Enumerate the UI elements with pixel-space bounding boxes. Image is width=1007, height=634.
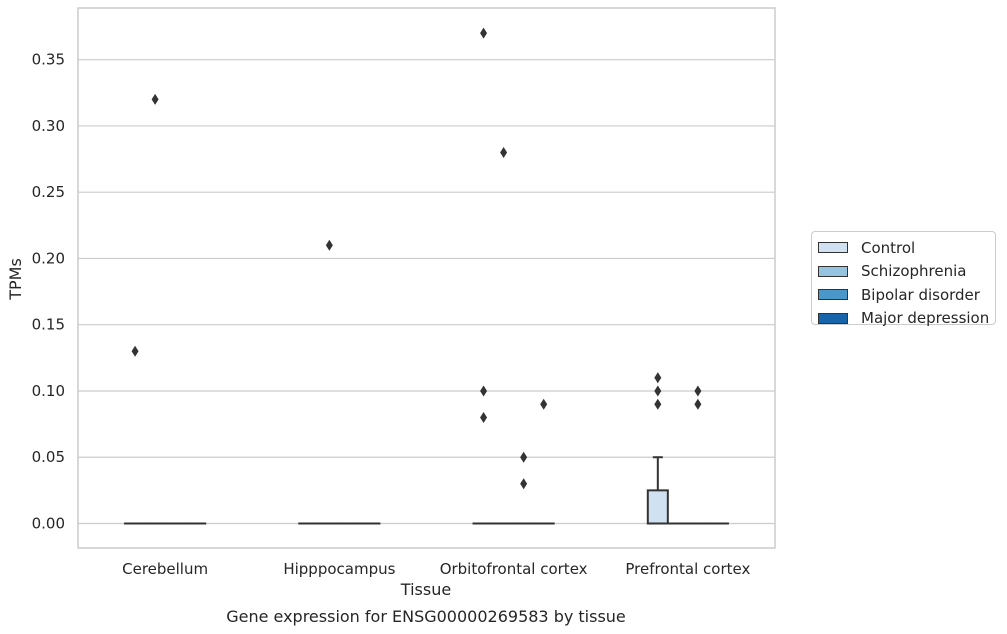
x-tick-label: Prefrontal cortex	[625, 560, 750, 578]
outlier-point	[325, 239, 333, 251]
box-control	[472, 27, 495, 525]
legend-item: Schizophrenia	[818, 260, 995, 284]
box-major-depression	[532, 398, 555, 525]
x-tick-label: Hipppocampus	[283, 560, 395, 578]
outlier-point	[540, 398, 548, 410]
box-bipolar-disorder	[512, 451, 535, 525]
legend-swatch	[818, 312, 848, 324]
outlier-point	[480, 385, 488, 397]
chart-title: Gene expression for ENSG00000269583 by t…	[226, 607, 626, 626]
outlier-point	[654, 398, 662, 410]
box-schizophrenia	[318, 239, 341, 525]
outlier-point	[151, 93, 159, 105]
outlier-point	[520, 478, 528, 490]
box-bipolar-disorder	[686, 385, 709, 525]
outlier-point	[520, 451, 528, 463]
outlier-point	[480, 27, 488, 39]
box-schizophrenia	[144, 93, 167, 525]
legend-item: Control	[818, 236, 995, 260]
plot-frame	[77, 7, 776, 549]
y-tick-label: 0.10	[32, 382, 65, 400]
legend-swatch	[818, 242, 848, 254]
plot-marks	[124, 27, 729, 525]
y-tick-label: 0.25	[32, 183, 65, 201]
y-tick-label: 0.35	[32, 51, 65, 69]
x-axis-label: Tissue	[400, 580, 451, 599]
outlier-point	[694, 398, 702, 410]
legend-swatch	[818, 265, 848, 277]
legend-label: Schizophrenia	[861, 262, 967, 281]
x-tick-label: Orbitofrontal cortex	[440, 560, 588, 578]
outlier-point	[654, 372, 662, 384]
outlier-point	[131, 345, 139, 357]
legend: Control Schizophrenia Bipolar disorder Majo…	[811, 231, 996, 327]
axes: 0.00 0.05 0.10 0.15 0.20 0.25 0.30 0.35 Cerebell…	[32, 7, 776, 578]
x-tick-label: Cerebellum	[122, 560, 208, 578]
outlier-point	[694, 385, 702, 397]
outlier-point	[480, 411, 488, 423]
y-axis-label: TPMs	[6, 258, 25, 301]
legend-item: Major depression	[818, 307, 995, 331]
legend-label: Control	[861, 238, 916, 257]
y-tick-label: 0.00	[32, 514, 65, 532]
legend-label: Major depression	[861, 309, 990, 328]
y-tick-label: 0.20	[32, 249, 65, 267]
outlier-point	[654, 385, 662, 397]
outlier-point	[500, 146, 508, 158]
y-tick-label: 0.15	[32, 316, 65, 334]
legend-item: Bipolar disorder	[818, 283, 995, 307]
legend-swatch	[818, 289, 848, 301]
box-body	[646, 489, 669, 525]
y-tick-label: 0.30	[32, 117, 65, 135]
y-tick-label: 0.05	[32, 448, 65, 466]
grid-lines	[78, 59, 775, 525]
box-schizophrenia	[492, 146, 515, 525]
box-control	[646, 372, 669, 525]
box-control	[124, 345, 147, 525]
legend-label: Bipolar disorder	[861, 285, 980, 304]
